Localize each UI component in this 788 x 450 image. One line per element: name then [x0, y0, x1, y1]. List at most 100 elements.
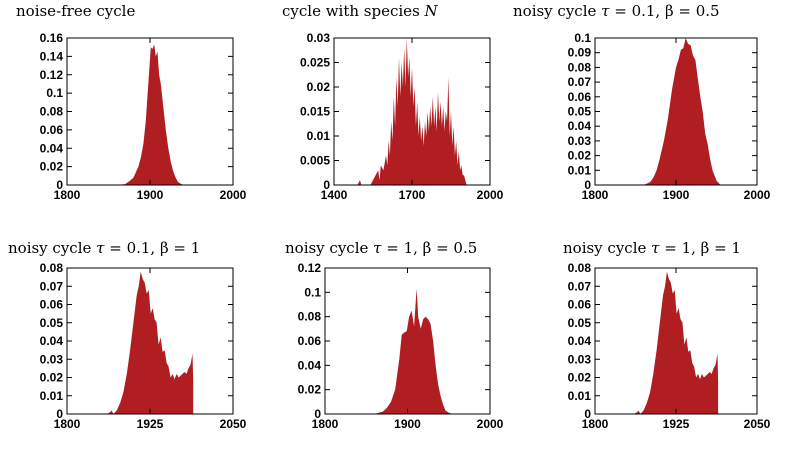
y-tick-label: 0.02 — [40, 371, 64, 385]
y-tick-label: 0.06 — [568, 90, 592, 104]
y-tick-label: 0 — [323, 178, 330, 192]
x-tick-label: 1700 — [399, 188, 426, 202]
x-tick-label: 1800 — [54, 188, 81, 202]
y-tick-label: 0.06 — [40, 123, 64, 137]
y-tick-label: 0.05 — [40, 316, 64, 330]
panel-title-text: noisy cycle — [285, 239, 373, 257]
x-tick-label: 1800 — [54, 417, 81, 431]
distribution-area — [643, 38, 725, 185]
x-tick-label: 1800 — [582, 188, 609, 202]
y-tick-label: 0.08 — [568, 261, 592, 275]
panel-title-symbol: τ — [601, 2, 610, 20]
y-tick-label: 0 — [314, 407, 321, 421]
y-tick-label: 0.03 — [40, 352, 64, 366]
y-tick-label: 0.005 — [300, 154, 330, 168]
x-tick-label: 1400 — [321, 188, 348, 202]
distribution-area — [374, 288, 457, 414]
x-tick-label: 1900 — [663, 188, 690, 202]
panel-title-text: cycle with species — [282, 2, 425, 20]
panel-4: noisy cycle τ = 0.1, β = 1 0 0.01 0.02 0.03 0… — [8, 239, 247, 431]
y-tick-label: 0.08 — [298, 310, 322, 324]
panel-6: noisy cycle τ = 1, β = 1 0 0.01 0.02 0.03 0.0… — [563, 239, 771, 431]
x-tick-label: 1925 — [137, 417, 164, 431]
panel-title: noisy cycle τ = 0.1, β = 0.5 — [513, 2, 720, 20]
y-tick-label: 0.07 — [568, 279, 592, 293]
panel-3: noisy cycle τ = 0.1, β = 0.500.010.020.0… — [513, 2, 771, 202]
distribution-area — [116, 44, 200, 186]
y-tick-label: 0.03 — [568, 134, 592, 148]
x-tick-label: 2000 — [220, 188, 247, 202]
y-tick-label: 0.04 — [298, 358, 322, 372]
panel-title-params: = 1, β = 0.5 — [381, 239, 477, 257]
y-tick-label: 0.04 — [40, 141, 64, 155]
y-tick-label: 0.015 — [300, 105, 330, 119]
y-tick-label: 0.02 — [568, 371, 592, 385]
y-tick-label: 0.01 — [307, 129, 331, 143]
distribution-area — [103, 271, 194, 414]
y-tick-label: 0.04 — [568, 119, 592, 133]
x-tick-label: 1925 — [663, 417, 690, 431]
y-tick-label: 0.02 — [298, 383, 322, 397]
panel-title: noisy cycle τ = 1, β = 1 — [563, 239, 741, 257]
x-tick-label: 1800 — [312, 417, 339, 431]
panel-title-text: noise-free cycle — [16, 2, 135, 20]
x-tick-label: 1800 — [582, 417, 609, 431]
y-tick-label: 0.03 — [568, 352, 592, 366]
x-tick-label: 2000 — [744, 188, 771, 202]
panel-title-text: noisy cycle — [513, 2, 601, 20]
panel-title: noisy cycle τ = 0.1, β = 1 — [8, 239, 200, 257]
x-tick-label: 1900 — [137, 188, 164, 202]
y-tick-label: 0.08 — [568, 60, 592, 74]
y-tick-label: 0.1 — [304, 285, 321, 299]
panel-title: cycle with species N — [282, 2, 439, 20]
y-tick-label: 0.01 — [568, 163, 592, 177]
y-tick-label: 0.16 — [40, 31, 64, 45]
y-tick-label: 0.09 — [568, 46, 592, 60]
y-tick-label: 0 — [584, 178, 591, 192]
panel-title-text: noisy cycle — [563, 239, 651, 257]
panel-1: noise-free cycle 0 0.02 0.04 0.06 0.08 0.1 0.12… — [16, 2, 247, 202]
panel-title-params: = 0.1, β = 0.5 — [609, 2, 719, 20]
y-tick-label: 0.12 — [298, 261, 322, 275]
x-tick-label: 2050 — [744, 417, 771, 431]
y-tick-label: 0.08 — [40, 261, 64, 275]
y-tick-label: 0.025 — [300, 56, 330, 70]
y-tick-label: 0.02 — [307, 80, 331, 94]
y-tick-label: 0.06 — [298, 334, 322, 348]
y-tick-label: 0.07 — [568, 75, 592, 89]
y-tick-label: 0.05 — [568, 316, 592, 330]
panel-5: noisy cycle τ = 1, β = 0.5 0 0.02 0.04 0.06 0… — [285, 239, 504, 431]
x-tick-label: 2000 — [477, 188, 504, 202]
y-tick-label: 0 — [584, 407, 591, 421]
distribution-area — [630, 271, 719, 414]
x-tick-label: 1900 — [394, 417, 421, 431]
y-tick-label: 0.06 — [40, 298, 64, 312]
panel-2: cycle with species N 0 0.005 0.01 0.015 0.02 0… — [282, 2, 504, 202]
y-tick-label: 0 — [56, 407, 63, 421]
y-tick-label: 0.1 — [574, 31, 591, 45]
panel-title-symbol: τ — [373, 239, 382, 257]
y-tick-label: 0 — [56, 178, 63, 192]
x-tick-label: 2000 — [477, 417, 504, 431]
y-tick-label: 0.06 — [568, 298, 592, 312]
y-tick-label: 0.1 — [46, 86, 63, 100]
y-tick-label: 0.04 — [40, 334, 64, 348]
y-tick-label: 0.04 — [568, 334, 592, 348]
panel-title-symbol: τ — [96, 239, 105, 257]
panel-title-params: = 1, β = 1 — [659, 239, 741, 257]
y-tick-label: 0.01 — [568, 389, 592, 403]
y-tick-label: 0.12 — [40, 68, 64, 82]
y-tick-label: 0.05 — [568, 105, 592, 119]
panel-title-text: noisy cycle — [8, 239, 96, 257]
y-tick-label: 0.02 — [568, 149, 592, 163]
distribution-area — [354, 38, 470, 185]
panel-title: noisy cycle τ = 1, β = 0.5 — [285, 239, 477, 257]
x-tick-label: 2050 — [220, 417, 247, 431]
y-tick-label: 0.08 — [40, 105, 64, 119]
panel-title: noise-free cycle — [16, 2, 135, 20]
y-tick-label: 0.07 — [40, 279, 64, 293]
y-tick-label: 0.02 — [40, 160, 64, 174]
y-tick-label: 0.14 — [40, 49, 64, 63]
panel-title-symbol: N — [424, 2, 439, 20]
